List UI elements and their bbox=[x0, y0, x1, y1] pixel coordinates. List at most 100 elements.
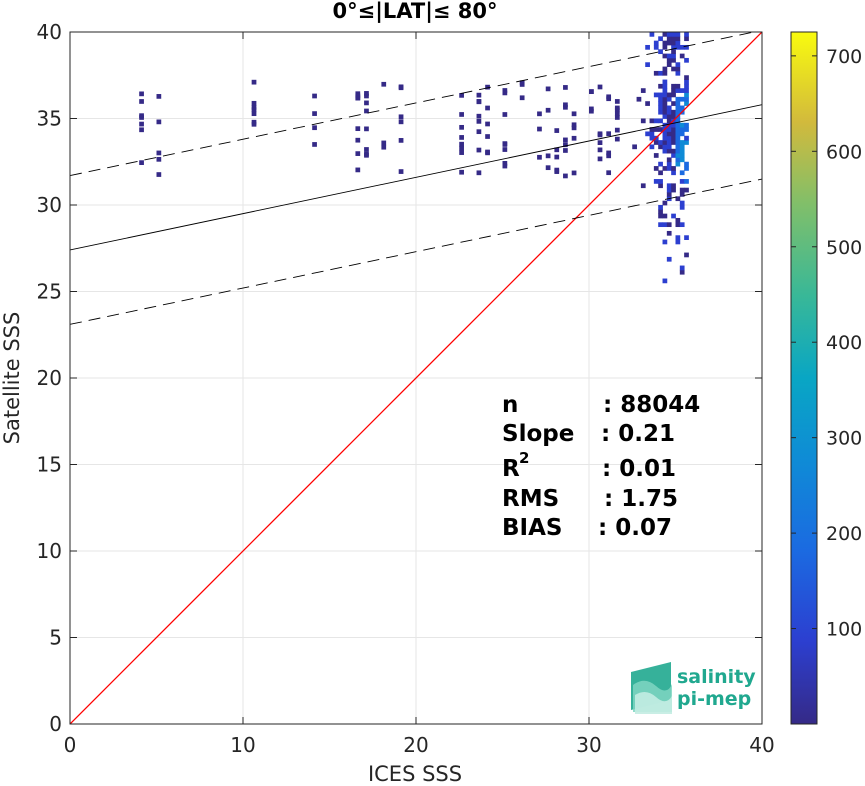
density-cell bbox=[671, 36, 676, 42]
density-cell bbox=[653, 44, 659, 50]
density-cell bbox=[156, 150, 162, 156]
x-tick-label: 30 bbox=[576, 733, 601, 757]
y-tick-label: 0 bbox=[49, 712, 62, 736]
density-cell bbox=[571, 125, 577, 131]
density-cell bbox=[459, 124, 464, 130]
x-axis-title: ICES SSS bbox=[368, 762, 462, 786]
density-cell bbox=[666, 105, 672, 111]
colorbar bbox=[790, 31, 818, 725]
colorbar-tick-label: 400 bbox=[826, 332, 862, 354]
density-cell bbox=[606, 153, 612, 159]
density-cell bbox=[662, 92, 668, 98]
density-cell bbox=[671, 183, 676, 189]
density-cell bbox=[666, 131, 672, 137]
fit-line bbox=[70, 104, 762, 251]
density-cell bbox=[653, 40, 659, 46]
density-cell bbox=[355, 137, 361, 143]
fit-bound-line bbox=[70, 178, 762, 325]
density-cell bbox=[662, 101, 668, 106]
density-cell bbox=[537, 154, 542, 160]
density-cell bbox=[666, 161, 672, 167]
density-cell bbox=[251, 121, 257, 127]
density-cell bbox=[671, 101, 676, 106]
density-cell bbox=[658, 105, 663, 111]
axis-ticks bbox=[69, 31, 763, 725]
density-cell bbox=[398, 138, 404, 143]
density-cell bbox=[666, 53, 672, 59]
density-cell bbox=[502, 88, 508, 93]
density-cell bbox=[675, 135, 681, 141]
density-cell bbox=[649, 144, 655, 150]
density-cell bbox=[662, 144, 668, 150]
density-cell bbox=[662, 44, 668, 50]
x-tick-label: 10 bbox=[230, 733, 255, 757]
density-cell bbox=[658, 92, 663, 98]
density-cell bbox=[251, 79, 257, 85]
density-cell bbox=[684, 79, 689, 85]
chart-title: 0°≤|LAT|≤ 80° bbox=[332, 0, 497, 24]
density-cell bbox=[675, 153, 681, 158]
density-cell bbox=[666, 127, 672, 132]
stat-label-r2: R bbox=[502, 456, 520, 482]
fit-bound-line bbox=[70, 32, 756, 177]
density-cell bbox=[139, 121, 144, 127]
density-cell bbox=[662, 40, 668, 46]
density-cell bbox=[658, 140, 663, 145]
density-cell bbox=[381, 140, 387, 146]
density-cell bbox=[645, 62, 650, 67]
density-cell bbox=[597, 156, 603, 162]
density-cell bbox=[364, 151, 369, 157]
density-cell bbox=[251, 111, 257, 117]
density-cell bbox=[671, 122, 676, 128]
density-cell bbox=[675, 235, 681, 240]
density-cell bbox=[519, 82, 525, 87]
density-cell bbox=[597, 147, 603, 153]
stat-r2-superscript: 2 bbox=[519, 449, 529, 467]
density-cell bbox=[355, 167, 361, 173]
density-cell bbox=[658, 205, 663, 210]
density-cell bbox=[398, 169, 404, 174]
density-cell bbox=[675, 239, 681, 245]
density-cell bbox=[671, 135, 676, 141]
density-cell bbox=[632, 144, 637, 150]
density-cell bbox=[666, 183, 672, 189]
density-cell bbox=[571, 111, 577, 117]
density-cell bbox=[662, 131, 668, 137]
density-cell bbox=[671, 127, 676, 132]
density-cell bbox=[662, 32, 668, 37]
density-cell bbox=[658, 49, 663, 55]
density-cell bbox=[563, 137, 568, 143]
density-cell bbox=[649, 127, 655, 132]
density-cell bbox=[684, 101, 689, 106]
density-cell bbox=[614, 115, 620, 120]
regression-lines bbox=[70, 32, 762, 724]
density-cell bbox=[666, 109, 672, 115]
density-cell bbox=[675, 105, 681, 111]
density-cell bbox=[571, 135, 577, 141]
density-cell bbox=[666, 62, 672, 67]
density-cell bbox=[312, 111, 317, 116]
density-cell bbox=[485, 84, 490, 90]
density-cell bbox=[684, 166, 689, 171]
density-cell bbox=[563, 102, 568, 108]
density-cell bbox=[459, 145, 464, 151]
density-cell bbox=[675, 101, 681, 106]
density-cell bbox=[675, 96, 681, 102]
density-cell bbox=[662, 53, 668, 59]
density-cell bbox=[381, 144, 387, 150]
density-cell bbox=[658, 170, 663, 176]
colorbar-tick-label: 500 bbox=[826, 237, 862, 259]
density-cell bbox=[684, 83, 689, 89]
density-cell bbox=[640, 118, 646, 124]
density-cell bbox=[502, 142, 508, 147]
density-cell bbox=[684, 57, 689, 63]
density-cell bbox=[679, 179, 685, 184]
density-cell bbox=[666, 114, 672, 119]
density-cell bbox=[662, 70, 668, 76]
density-cell bbox=[684, 92, 689, 98]
density-cell bbox=[398, 119, 404, 125]
stat-value-slope: : 0.21 bbox=[601, 421, 675, 447]
density-cell bbox=[485, 105, 490, 111]
density-cell bbox=[645, 101, 650, 106]
density-cell bbox=[606, 170, 612, 176]
